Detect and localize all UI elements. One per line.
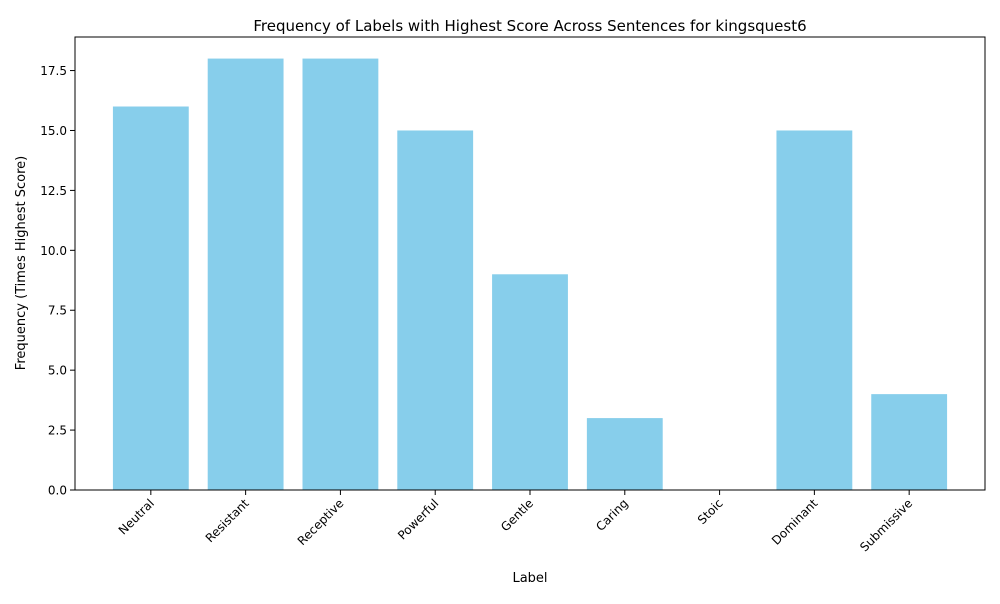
bar-submissive <box>871 394 948 490</box>
y-tick-label: 17.5 <box>40 64 67 78</box>
x-tick-label-receptive: Receptive <box>295 496 347 548</box>
x-tick-label-dominant: Dominant <box>769 496 821 548</box>
y-tick-label: 2.5 <box>48 424 67 438</box>
y-tick-label: 10.0 <box>40 244 67 258</box>
y-tick-label: 15.0 <box>40 124 67 138</box>
x-tick-label-stoic: Stoic <box>695 496 726 527</box>
bar-gentle <box>492 274 568 490</box>
x-tick-label-caring: Caring <box>593 496 631 534</box>
chart-title: Frequency of Labels with Highest Score A… <box>253 17 806 35</box>
y-tick-label: 7.5 <box>48 304 67 318</box>
y-tick-label: 0.0 <box>48 484 67 498</box>
bar-powerful <box>397 130 474 490</box>
x-tick-label-powerful: Powerful <box>395 496 441 542</box>
x-tick-label-gentle: Gentle <box>498 496 536 534</box>
bar-neutral <box>112 106 189 490</box>
bar-resistant <box>207 58 284 490</box>
x-tick-label-neutral: Neutral <box>116 496 157 537</box>
x-axis-label: Label <box>512 571 547 586</box>
bar-caring <box>586 418 663 490</box>
y-tick-label: 5.0 <box>48 364 67 378</box>
y-axis-label: Frequency (Times Highest Score) <box>14 156 29 370</box>
x-tick-label-submissive: Submissive <box>857 496 915 554</box>
bars-group <box>112 58 948 490</box>
y-axis: 0.0 2.5 5.0 7.5 10.0 12.5 15.0 17.5 <box>40 64 75 498</box>
y-tick-label: 12.5 <box>40 184 67 198</box>
x-tick-label-resistant: Resistant <box>203 496 252 545</box>
bar-receptive <box>302 58 379 490</box>
plot-frame <box>74 36 986 491</box>
bar-dominant <box>776 130 853 490</box>
x-axis: Neutral Resistant Receptive Powerful Gentle C… <box>116 490 915 554</box>
